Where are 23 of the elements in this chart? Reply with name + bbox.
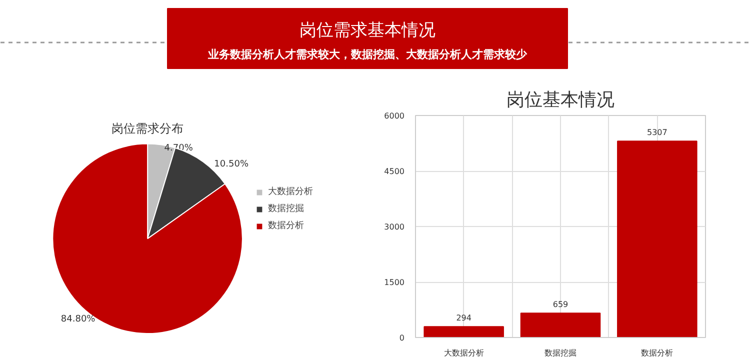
data-label: 659 xyxy=(552,300,568,310)
legend-label: 大数据分析 xyxy=(268,186,313,198)
chart-title: 岗位需求分布 xyxy=(112,121,184,136)
data-label: 5307 xyxy=(646,128,668,138)
y-tick-label: 3000 xyxy=(384,222,404,232)
bar xyxy=(424,326,504,338)
legend-label: 数据分析 xyxy=(268,220,304,232)
x-tick-label: 数据分析 xyxy=(641,348,674,358)
x-tick-label: 数据挖掘 xyxy=(544,348,576,358)
data-label: 294 xyxy=(456,314,472,323)
text: 岗位需求基本情况 xyxy=(300,20,436,40)
chart-title: 岗位基本情况 xyxy=(506,90,614,110)
data-label: 10.50% xyxy=(214,160,249,170)
y-tick-label: 1500 xyxy=(384,278,404,287)
y-tick-label: 0 xyxy=(399,334,405,342)
legend-label: 数据挖掘 xyxy=(268,202,304,215)
data-label: 84.80% xyxy=(60,314,96,325)
y-tick-label: 6000 xyxy=(384,112,404,120)
text: 业务数据分析人才需求较大，数据挖掘、大数据分析人才需求较少 xyxy=(207,48,528,61)
x-tick-label: 大数据分析 xyxy=(444,348,484,358)
bar xyxy=(520,312,601,338)
y-tick-label: 4500 xyxy=(384,167,404,176)
bar xyxy=(617,140,698,338)
